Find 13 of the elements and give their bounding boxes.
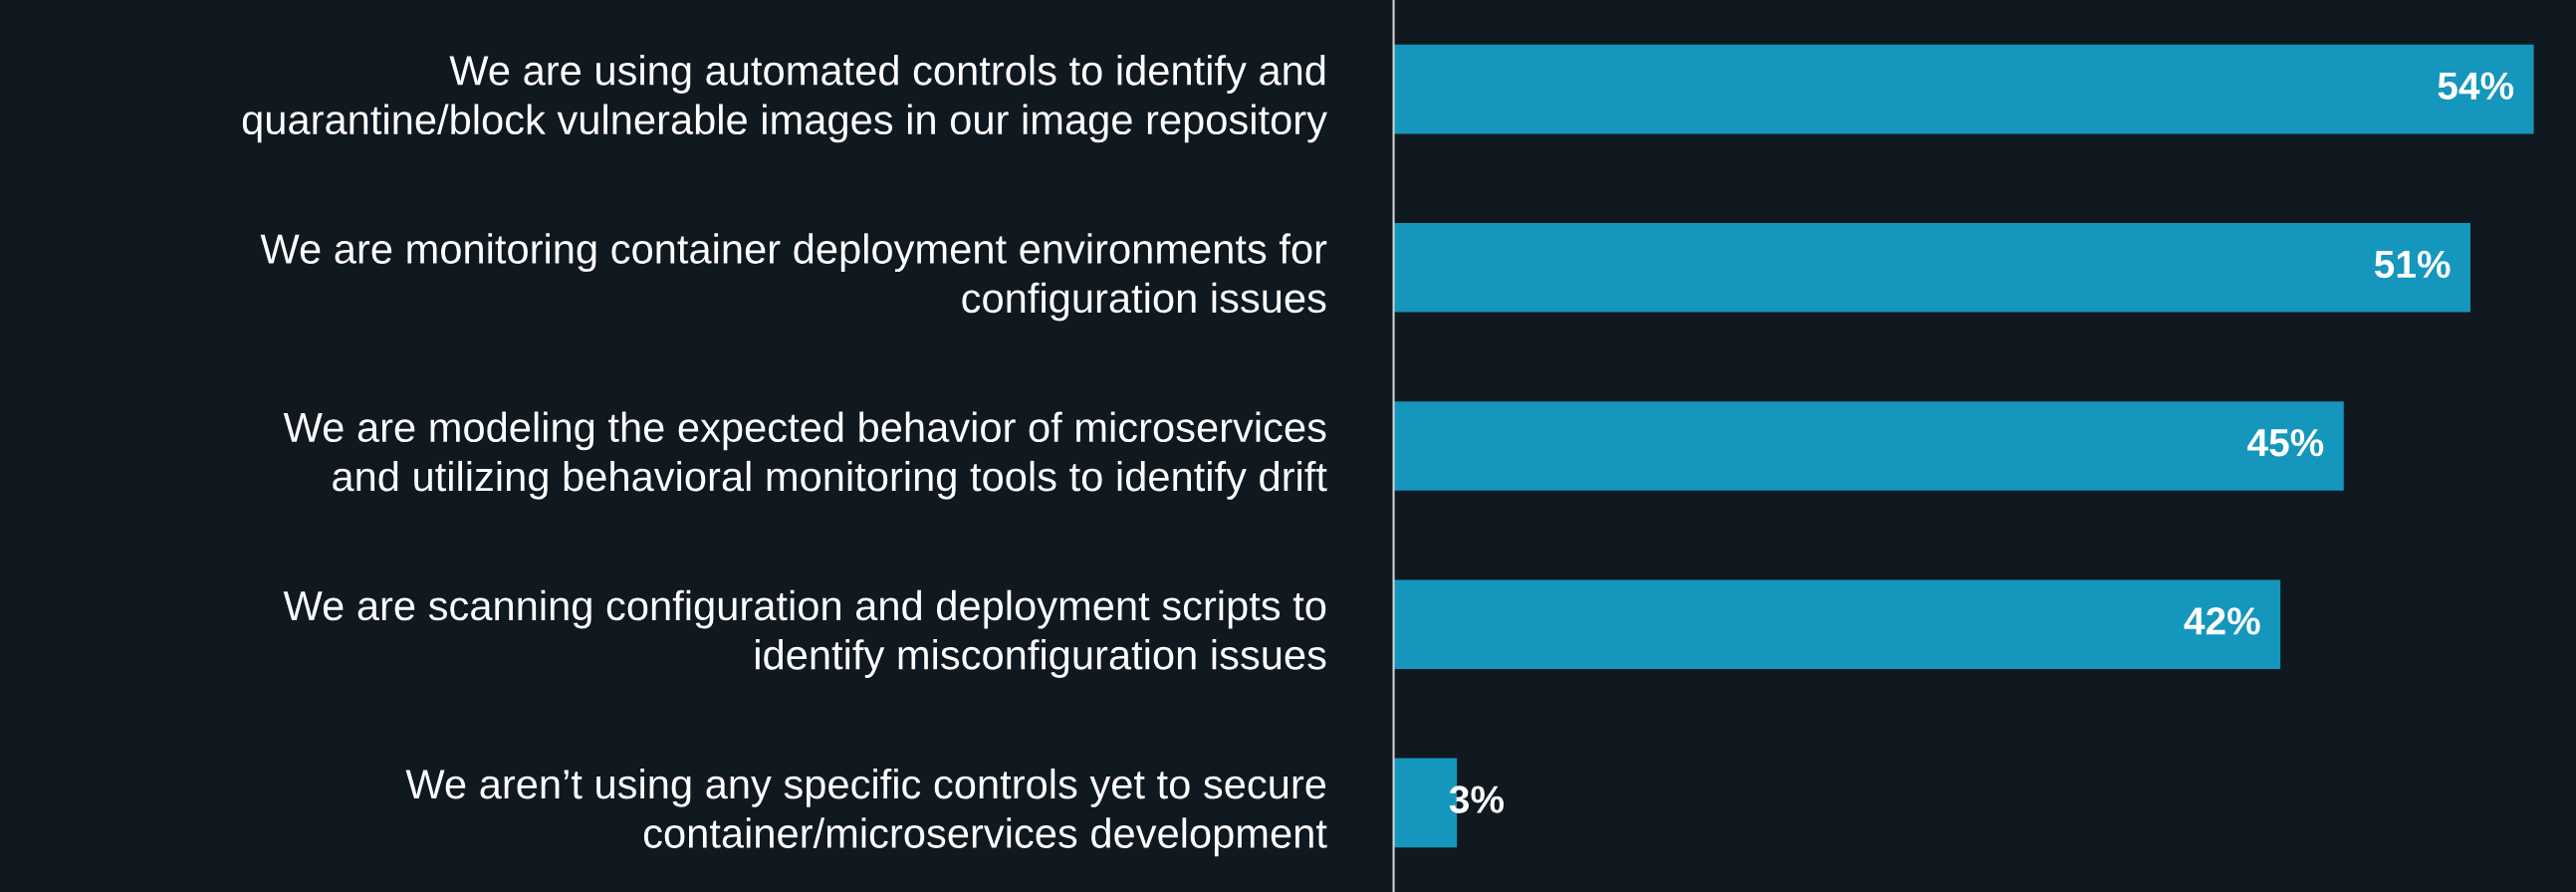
y-tick-label: We aren’t using any specific controls yet to secure container/microservices development <box>405 768 1327 857</box>
y-tick-label: We are modeling the expected behavior of microservices and utilizing behavioral monitoring tools to identify drift <box>283 411 1327 500</box>
data-label: 42% <box>2184 607 2260 635</box>
bar <box>1393 223 2470 313</box>
data-label: 45% <box>2247 429 2324 457</box>
y-tick-label: We are using automated controls to identify and quarantine/block vulnerable images in our image repository <box>242 55 1327 143</box>
data-label: 51% <box>2374 250 2451 279</box>
bar <box>1393 44 2534 134</box>
data-label: 54% <box>2438 72 2514 101</box>
y-tick-label: We are monitoring container deployment environments for configuration issues <box>260 233 1327 322</box>
bar <box>1393 401 2344 491</box>
bar <box>1393 579 2281 669</box>
y-tick-label: We are scanning configuration and deployment scripts to identify misconfiguration issues <box>283 589 1326 678</box>
